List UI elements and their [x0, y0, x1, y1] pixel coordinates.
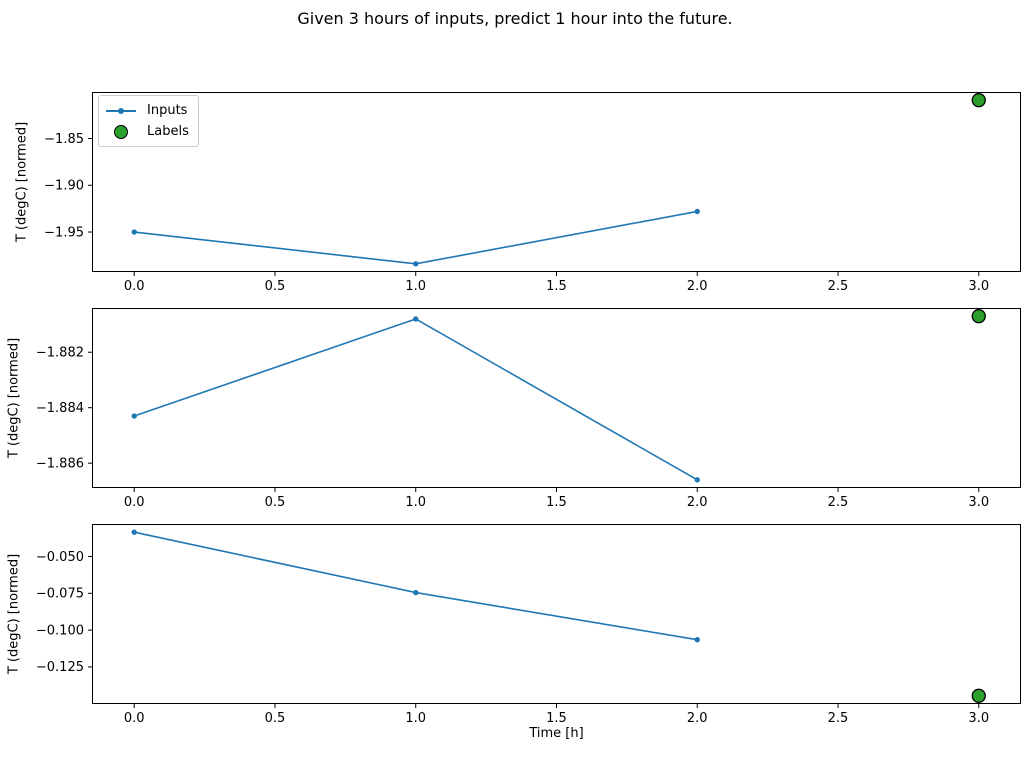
x-tick-label: 0.5 — [265, 495, 286, 510]
x-tick-label: 1.5 — [546, 711, 567, 726]
subplot-3: −0.050 −0.075 −0.100 −0.125 0.0 0.5 1.0 1.5 2.0 2… — [7, 524, 1021, 726]
y-tick-label: −0.075 — [36, 587, 84, 602]
labels-circle-sample — [114, 124, 128, 139]
y-tick-label: −1.884 — [36, 401, 84, 416]
plot-area: −1.882 −1.884 −1.886 0.0 0.5 1.0 1.5 2.0 2.5 3.0 — [36, 308, 1021, 510]
input-marker — [694, 208, 700, 215]
y-tick-label: −1.886 — [36, 456, 84, 471]
y-tick-label: −0.100 — [36, 623, 84, 638]
inputs-line — [134, 531, 698, 641]
input-marker — [413, 589, 419, 596]
legend-label-labels: Labels — [147, 124, 189, 139]
y-tick-label: −0.125 — [36, 660, 84, 675]
x-tick-label: 0.0 — [124, 495, 145, 510]
input-marker — [413, 316, 419, 322]
x-tick-label: 0.0 — [124, 711, 145, 726]
x-tick-label: 2.5 — [828, 279, 849, 294]
subplot-2: −1.882 −1.884 −1.886 0.0 0.5 1.0 1.5 2.0 2.5 3.0 T… — [7, 308, 1021, 510]
label-marker — [971, 93, 986, 108]
inputs-line-icon — [106, 104, 136, 118]
input-marker — [694, 477, 700, 483]
subplot-1: −1.85 −1.90 −1.95 0.0 0.5 1.0 1.5 2.0 2.5 3.0 T (d… — [15, 92, 1021, 294]
label-marker — [971, 688, 986, 703]
x-tick-label: 1.0 — [405, 495, 426, 510]
labels-circle-icon — [106, 124, 136, 139]
axes-border — [92, 524, 1021, 704]
label-marker — [971, 309, 986, 324]
y-tick-label: −1.882 — [36, 346, 84, 361]
x-tick-label: 1.5 — [546, 495, 567, 510]
x-tick-label: 1.5 — [546, 279, 567, 294]
y-tick-label: −1.90 — [44, 179, 84, 194]
x-tick-label: 1.0 — [405, 711, 426, 726]
plot-area: −1.85 −1.90 −1.95 0.0 0.5 1.0 1.5 2.0 2.5 3.0 — [44, 92, 1021, 294]
input-marker — [131, 529, 137, 535]
y-axis-label: T (degC) [normed] — [6, 337, 22, 459]
y-tick-label: −0.050 — [36, 550, 84, 565]
inputs-line — [134, 210, 698, 265]
inputs-line — [133, 318, 698, 481]
x-tick-label: 3.0 — [968, 279, 989, 294]
input-marker — [413, 261, 419, 267]
legend-item-labels: Labels — [106, 121, 189, 142]
y-tick-label: −1.85 — [44, 132, 84, 147]
x-tick-label: 3.0 — [968, 495, 989, 510]
x-tick-label: 3.0 — [968, 711, 989, 726]
legend: Inputs Labels — [98, 95, 199, 147]
legend-item-inputs: Inputs — [106, 100, 189, 121]
x-tick-label: 2.0 — [687, 495, 708, 510]
x-tick-label: 2.5 — [828, 495, 849, 510]
x-axis-label: Time [h] — [529, 726, 584, 741]
y-axis-label: T (degC) [normed] — [14, 121, 30, 243]
legend-label-inputs: Inputs — [147, 103, 188, 118]
x-tick-label: 2.0 — [687, 279, 708, 294]
plot-area: −0.050 −0.075 −0.100 −0.125 0.0 0.5 1.0 1.5 2.0 2… — [36, 524, 1021, 726]
x-tick-label: 2.0 — [687, 711, 708, 726]
axes-border — [92, 92, 1021, 272]
input-marker — [694, 637, 700, 643]
x-tick-label: 0.5 — [265, 711, 286, 726]
inputs-dot-sample — [118, 107, 124, 114]
y-tick-label: −1.95 — [44, 225, 84, 240]
x-tick-label: 1.0 — [405, 279, 426, 294]
axes-border — [92, 308, 1021, 488]
y-axis-label: T (degC) [normed] — [6, 553, 22, 675]
figure-title: Given 3 hours of inputs, predict 1 hour … — [297, 9, 733, 28]
x-tick-label: 0.0 — [124, 279, 145, 294]
input-marker — [131, 229, 137, 235]
x-tick-label: 2.5 — [828, 711, 849, 726]
x-tick-label: 0.5 — [265, 279, 286, 294]
input-marker — [131, 413, 137, 419]
